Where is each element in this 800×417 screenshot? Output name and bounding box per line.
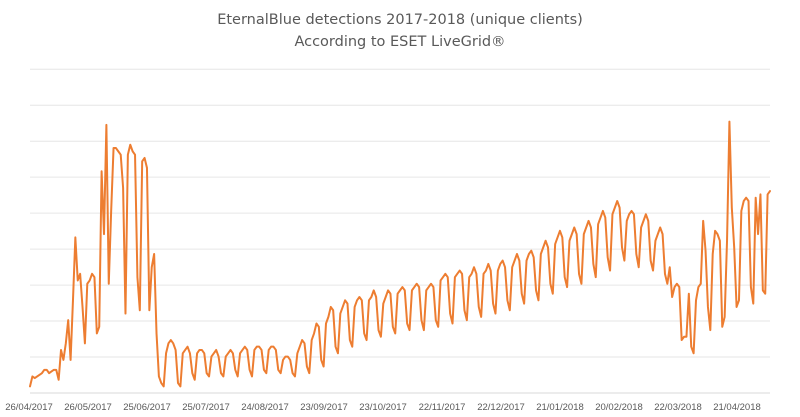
gridlines: [30, 68, 770, 358]
series-line: [29, 120, 771, 388]
x-tick-label: 23/10/2017: [359, 402, 407, 413]
x-tick-label: 26/04/2017: [5, 402, 53, 413]
x-tick-label: 21/01/2018: [536, 402, 584, 413]
x-tick-label: 24/08/2017: [241, 402, 289, 413]
chart-title: EternalBlue detections 2017-2018 (unique…: [217, 12, 583, 28]
x-tick-label: 26/05/2017: [64, 402, 112, 413]
x-tick-label: 25/07/2017: [182, 402, 230, 413]
chart-subtitle: According to ESET LiveGrid®: [294, 34, 505, 50]
x-tick-label: 22/12/2017: [477, 402, 525, 413]
x-tick-label: 23/09/2017: [300, 402, 348, 413]
x-tick-label: 20/02/2018: [595, 402, 643, 413]
x-tick-label: 25/06/2017: [123, 402, 171, 413]
x-axis-tick-labels: 26/04/2017 26/05/2017 25/06/2017 25/07/2017…: [5, 402, 761, 413]
x-tick-label: 21/04/2018: [713, 402, 761, 413]
x-tick-label: 22/03/2018: [654, 402, 702, 413]
x-tick-label: 22/11/2017: [419, 402, 466, 413]
